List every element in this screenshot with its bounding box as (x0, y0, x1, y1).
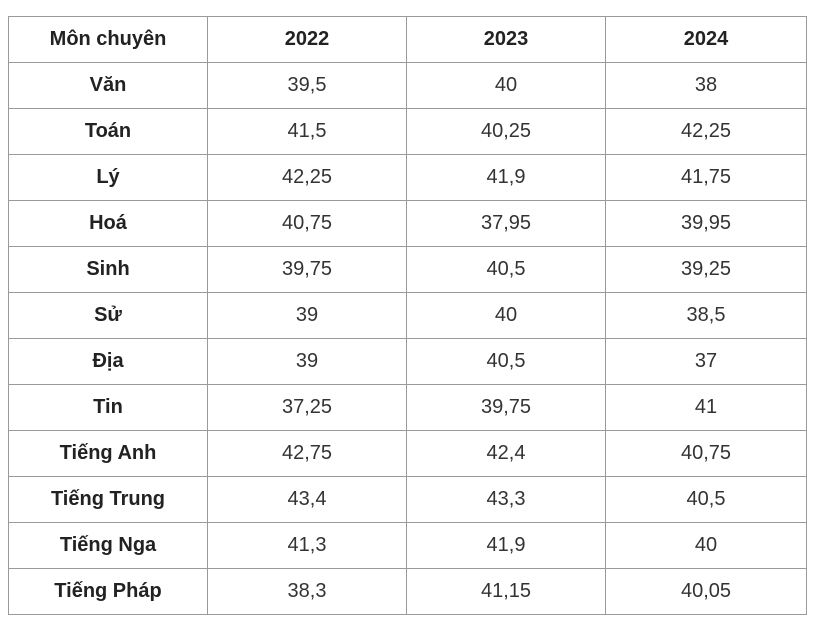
table-row: Tin 37,25 39,75 41 (8, 384, 807, 431)
score-2022-cell: 39,75 (207, 246, 407, 293)
score-2022-cell: 42,25 (207, 154, 407, 201)
score-2024-cell: 41,75 (605, 154, 807, 201)
score-2023-cell: 37,95 (406, 200, 606, 247)
score-2022-cell: 37,25 (207, 384, 407, 431)
score-2024-cell: 39,25 (605, 246, 807, 293)
score-2024-cell: 40,5 (605, 476, 807, 523)
score-2022-cell: 42,75 (207, 430, 407, 477)
subject-cell: Lý (8, 154, 208, 201)
score-2022-cell: 43,4 (207, 476, 407, 523)
score-2023-cell: 41,9 (406, 522, 606, 569)
score-2022-cell: 40,75 (207, 200, 407, 247)
header-year-2024: 2024 (605, 16, 807, 63)
table-body: Văn 39,5 40 38 Toán 41,5 40,25 42,25 Lý 42,25 41,9… (8, 62, 807, 615)
table-row: Địa 39 40,5 37 (8, 338, 807, 385)
subject-cell: Toán (8, 108, 208, 155)
score-2022-cell: 39,5 (207, 62, 407, 109)
subject-cell: Hoá (8, 200, 208, 247)
subject-cell: Tiếng Nga (8, 522, 208, 569)
table-row: Tiếng Anh 42,75 42,4 40,75 (8, 430, 807, 477)
table-row: Lý 42,25 41,9 41,75 (8, 154, 807, 201)
score-2023-cell: 41,9 (406, 154, 606, 201)
score-2022-cell: 41,3 (207, 522, 407, 569)
subject-cell: Văn (8, 62, 208, 109)
subject-cell: Tin (8, 384, 208, 431)
table-row: Toán 41,5 40,25 42,25 (8, 108, 807, 155)
subject-cell: Sinh (8, 246, 208, 293)
score-2024-cell: 37 (605, 338, 807, 385)
table-header-row: Môn chuyên 2022 2023 2024 (8, 16, 807, 63)
score-2024-cell: 42,25 (605, 108, 807, 155)
score-2024-cell: 41 (605, 384, 807, 431)
score-2023-cell: 39,75 (406, 384, 606, 431)
table-row: Hoá 40,75 37,95 39,95 (8, 200, 807, 247)
score-2023-cell: 40,5 (406, 338, 606, 385)
score-2023-cell: 43,3 (406, 476, 606, 523)
score-2024-cell: 38 (605, 62, 807, 109)
table-row: Tiếng Pháp 38,3 41,15 40,05 (8, 568, 807, 615)
subject-cell: Tiếng Anh (8, 430, 208, 477)
score-2024-cell: 39,95 (605, 200, 807, 247)
table-row: Văn 39,5 40 38 (8, 62, 807, 109)
subject-cell: Sử (8, 292, 208, 339)
table-row: Sử 39 40 38,5 (8, 292, 807, 339)
score-2023-cell: 41,15 (406, 568, 606, 615)
score-2024-cell: 38,5 (605, 292, 807, 339)
subject-cell: Địa (8, 338, 208, 385)
score-2023-cell: 40 (406, 292, 606, 339)
score-2023-cell: 42,4 (406, 430, 606, 477)
score-2022-cell: 38,3 (207, 568, 407, 615)
subject-cell: Tiếng Trung (8, 476, 208, 523)
score-2023-cell: 40,5 (406, 246, 606, 293)
score-2022-cell: 41,5 (207, 108, 407, 155)
header-year-2022: 2022 (207, 16, 407, 63)
scores-table: Môn chuyên 2022 2023 2024 Văn 39,5 40 38 Toá… (8, 16, 807, 615)
table-row: Tiếng Trung 43,4 43,3 40,5 (8, 476, 807, 523)
header-year-2023: 2023 (406, 16, 606, 63)
table-row: Tiếng Nga 41,3 41,9 40 (8, 522, 807, 569)
score-2023-cell: 40 (406, 62, 606, 109)
score-2022-cell: 39 (207, 338, 407, 385)
score-2024-cell: 40,75 (605, 430, 807, 477)
score-2022-cell: 39 (207, 292, 407, 339)
scores-table-container: Môn chuyên 2022 2023 2024 Văn 39,5 40 38 Toá… (8, 16, 807, 615)
score-2023-cell: 40,25 (406, 108, 606, 155)
table-row: Sinh 39,75 40,5 39,25 (8, 246, 807, 293)
header-subject: Môn chuyên (8, 16, 208, 63)
subject-cell: Tiếng Pháp (8, 568, 208, 615)
score-2024-cell: 40 (605, 522, 807, 569)
score-2024-cell: 40,05 (605, 568, 807, 615)
